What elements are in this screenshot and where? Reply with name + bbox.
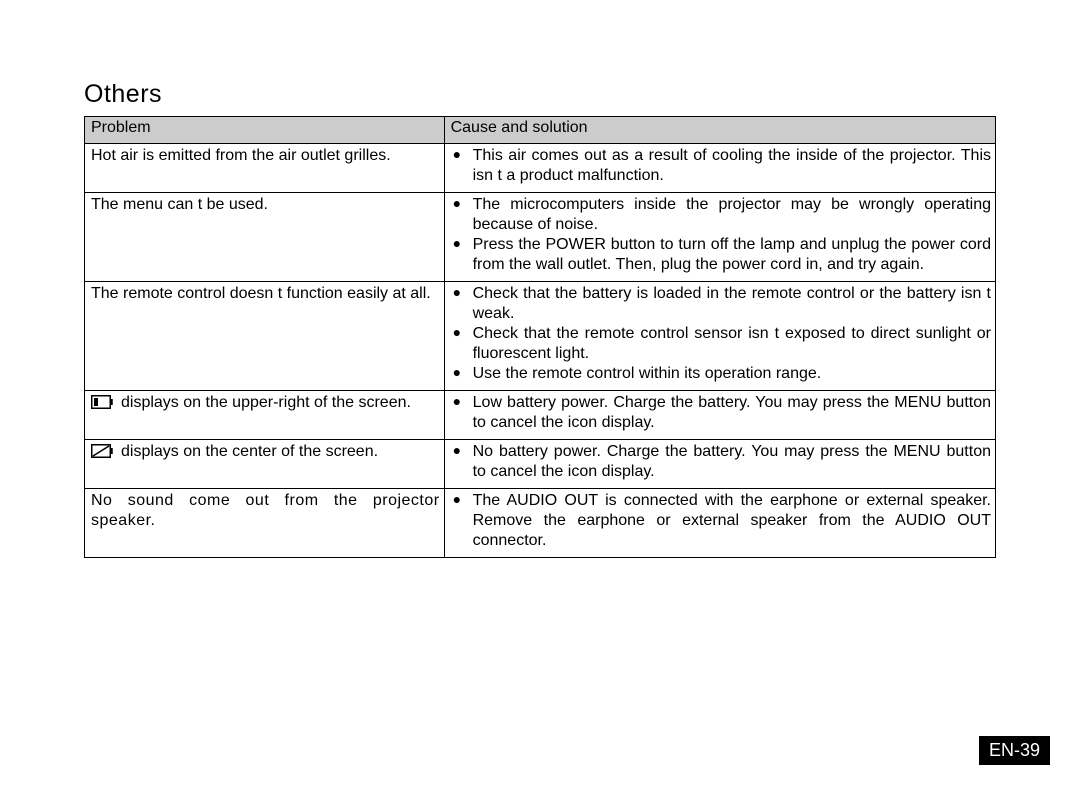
section-title: Others bbox=[84, 80, 162, 109]
icon-problem-row: displays on the center of the screen. bbox=[91, 442, 440, 464]
icon-problem-row: displays on the upper-right of the scree… bbox=[91, 393, 440, 415]
document-page: Others Problem Cause and solution Hot ai… bbox=[0, 0, 1080, 803]
table-row: The remote control doesn t function easi… bbox=[85, 282, 996, 391]
cause-item: Use the remote control within its operat… bbox=[451, 364, 991, 384]
problem-cell: No sound come out from the projector spe… bbox=[85, 489, 445, 558]
problem-cell: displays on the upper-right of the scree… bbox=[85, 391, 445, 440]
cause-list: This air comes out as a result of coolin… bbox=[451, 146, 991, 186]
problem-text: The menu can t be used. bbox=[91, 195, 440, 215]
cause-list: No battery power. Charge the battery. Yo… bbox=[451, 442, 991, 482]
cause-cell: No battery power. Charge the battery. Yo… bbox=[444, 440, 995, 489]
page-number: EN-39 bbox=[979, 736, 1050, 765]
problem-cell: The remote control doesn t function easi… bbox=[85, 282, 445, 391]
table-row: Hot air is emitted from the air outlet g… bbox=[85, 144, 996, 193]
cause-list: Check that the battery is loaded in the … bbox=[451, 284, 991, 384]
header-cause: Cause and solution bbox=[444, 117, 995, 144]
cause-item: The AUDIO OUT is connected with the earp… bbox=[451, 491, 991, 551]
cause-list: The microcomputers inside the projector … bbox=[451, 195, 991, 275]
problem-cell: Hot air is emitted from the air outlet g… bbox=[85, 144, 445, 193]
problem-text: The remote control doesn t function easi… bbox=[91, 284, 440, 304]
cause-item: Check that the remote control sensor isn… bbox=[451, 324, 991, 364]
cause-item: Check that the battery is loaded in the … bbox=[451, 284, 991, 324]
cause-cell: This air comes out as a result of coolin… bbox=[444, 144, 995, 193]
cause-cell: Check that the battery is loaded in the … bbox=[444, 282, 995, 391]
table-row: No sound come out from the projector spe… bbox=[85, 489, 996, 558]
problem-text: displays on the upper-right of the scree… bbox=[121, 393, 411, 413]
cause-cell: The AUDIO OUT is connected with the earp… bbox=[444, 489, 995, 558]
cause-item: The microcomputers inside the projector … bbox=[451, 195, 991, 235]
cause-item: Low battery power. Charge the battery. Y… bbox=[451, 393, 991, 433]
problem-text: Hot air is emitted from the air outlet g… bbox=[91, 146, 440, 166]
battery-empty-icon bbox=[91, 444, 113, 464]
troubleshooting-table: Problem Cause and solution Hot air is em… bbox=[84, 116, 996, 558]
cause-cell: Low battery power. Charge the battery. Y… bbox=[444, 391, 995, 440]
cause-item: No battery power. Charge the battery. Yo… bbox=[451, 442, 991, 482]
battery-low-icon bbox=[91, 395, 113, 415]
problem-text: displays on the center of the screen. bbox=[121, 442, 378, 462]
cause-cell: The microcomputers inside the projector … bbox=[444, 193, 995, 282]
table-row: The menu can t be used. The microcompute… bbox=[85, 193, 996, 282]
problem-text: No sound come out from the projector spe… bbox=[91, 491, 440, 531]
cause-item: This air comes out as a result of coolin… bbox=[451, 146, 991, 186]
table-row: displays on the center of the screen. No… bbox=[85, 440, 996, 489]
table-header-row: Problem Cause and solution bbox=[85, 117, 996, 144]
cause-list: Low battery power. Charge the battery. Y… bbox=[451, 393, 991, 433]
cause-list: The AUDIO OUT is connected with the earp… bbox=[451, 491, 991, 551]
cause-item: Press the POWER button to turn off the l… bbox=[451, 235, 991, 275]
table-row: displays on the upper-right of the scree… bbox=[85, 391, 996, 440]
header-problem: Problem bbox=[85, 117, 445, 144]
problem-cell: The menu can t be used. bbox=[85, 193, 445, 282]
problem-cell: displays on the center of the screen. bbox=[85, 440, 445, 489]
